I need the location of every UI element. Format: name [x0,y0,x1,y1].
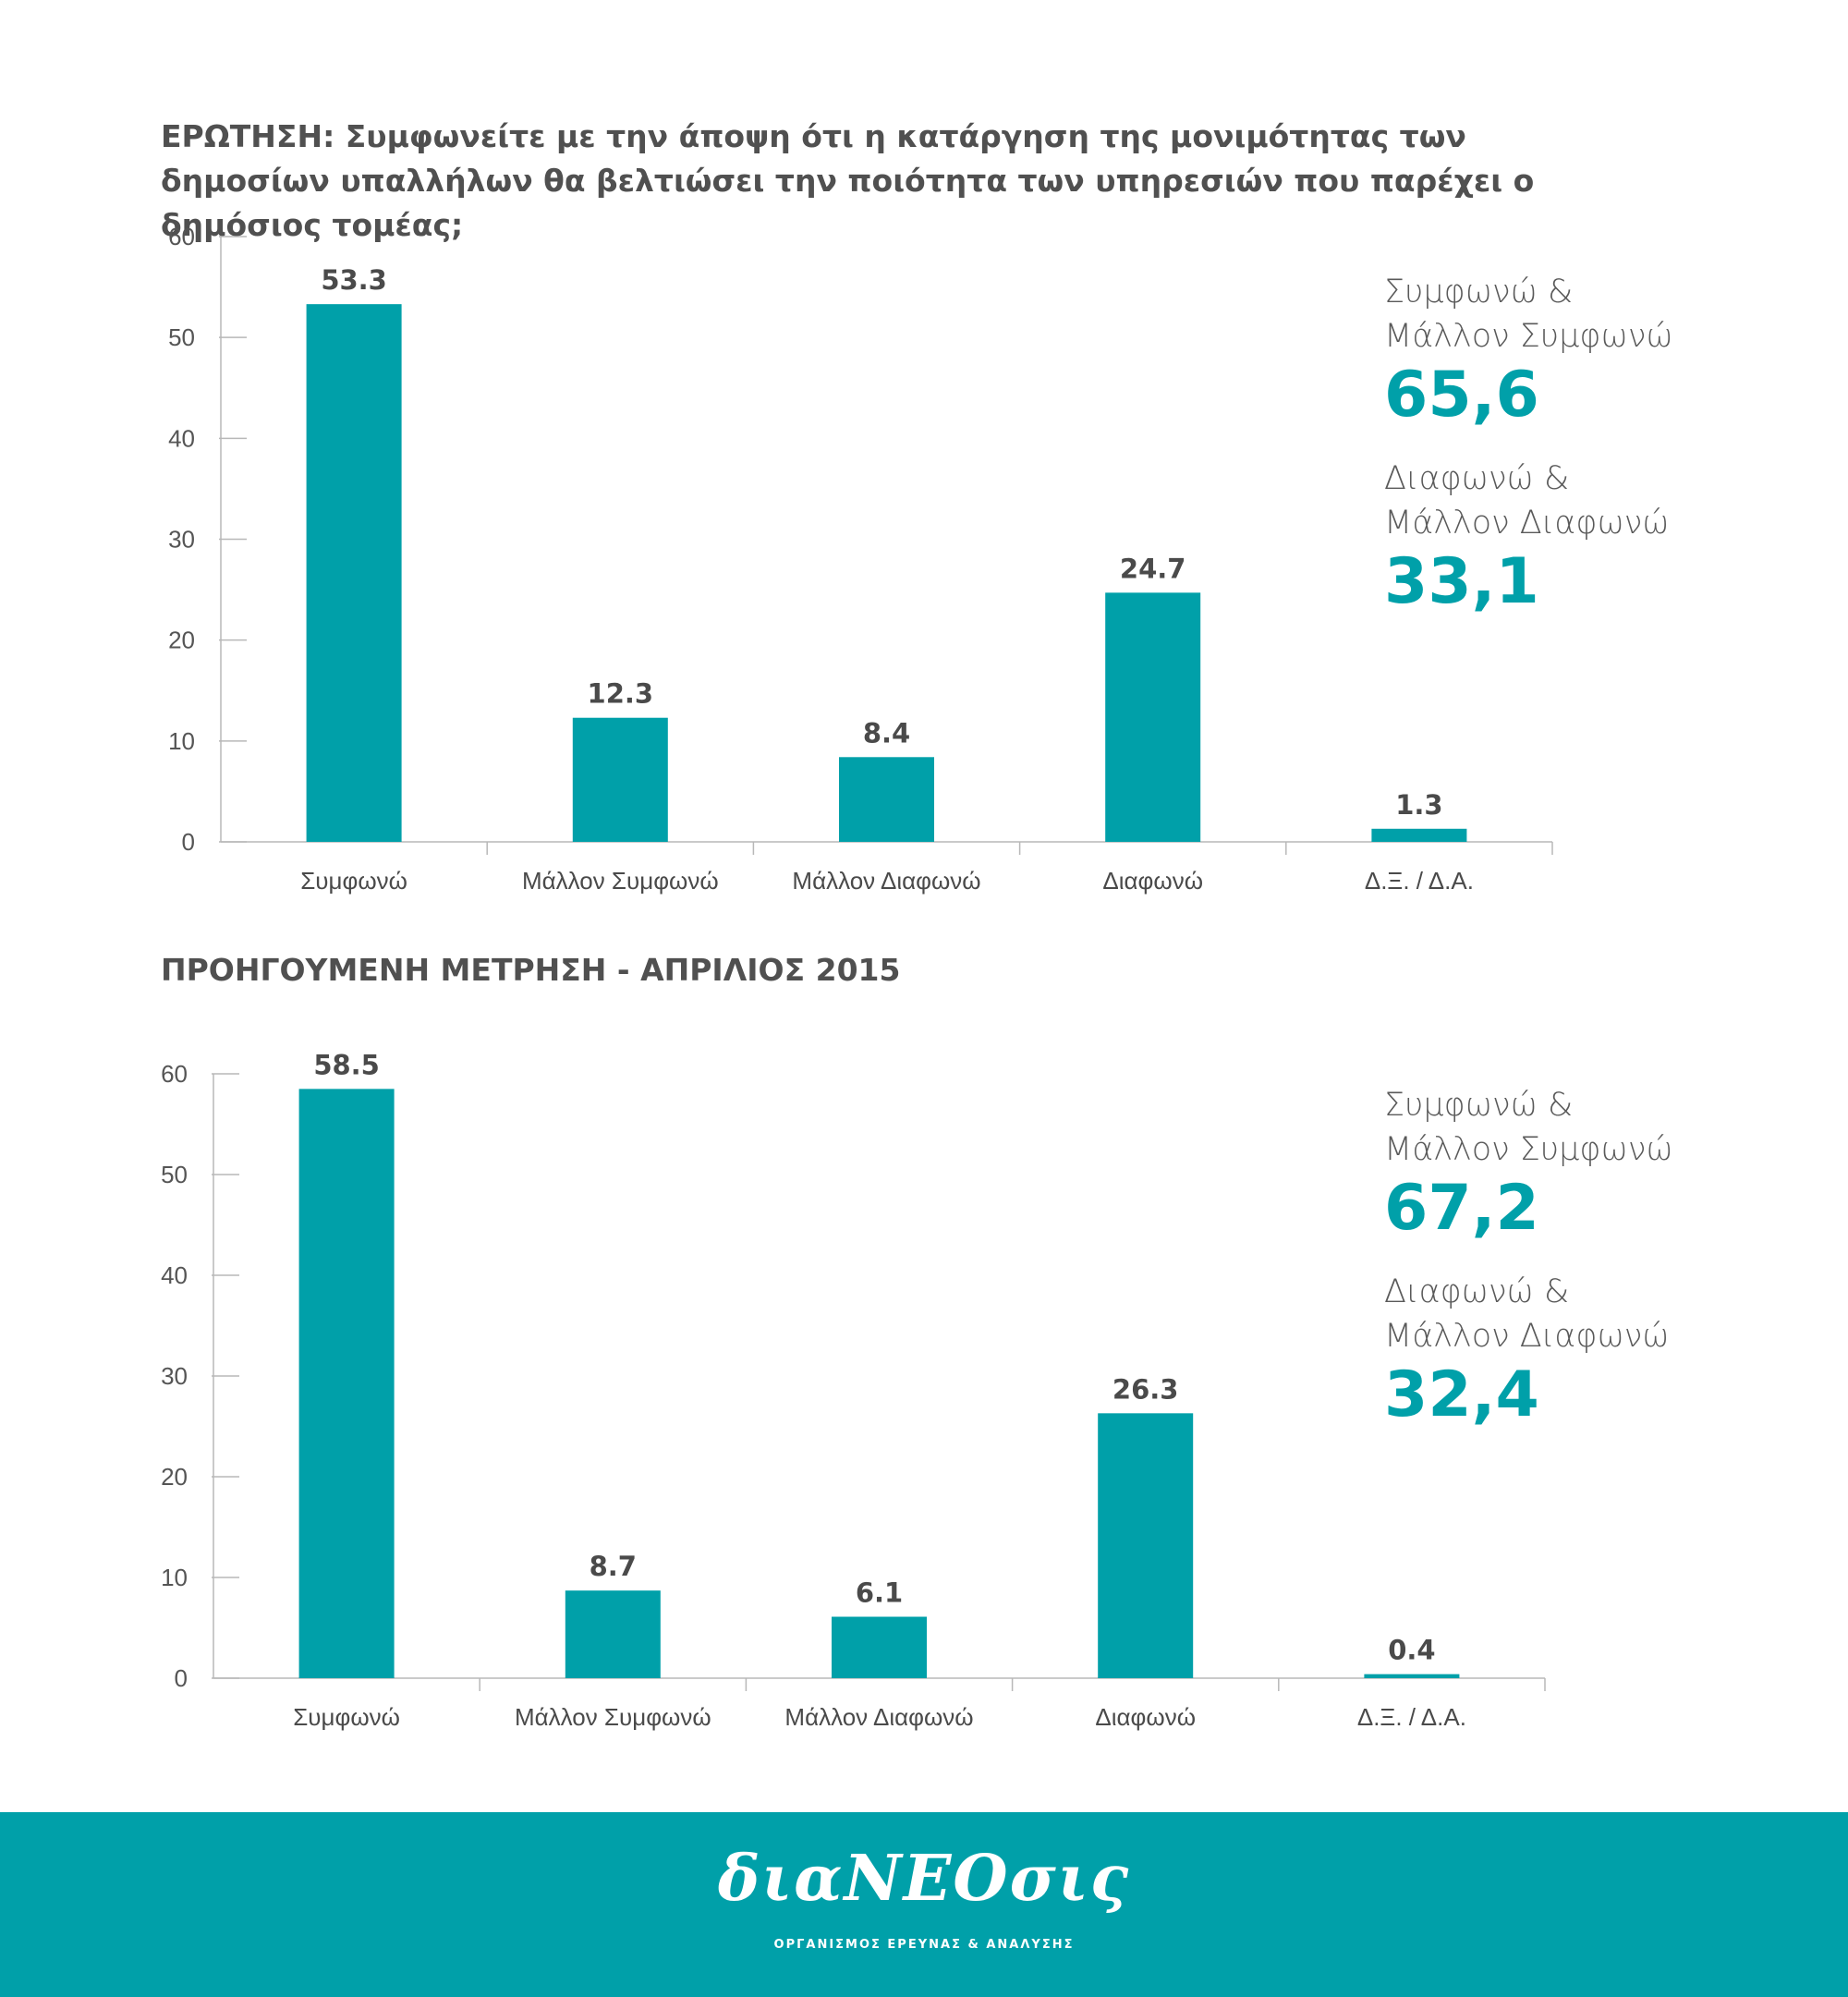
y-tick-label: 30 [168,526,195,554]
bar-2 [565,1590,661,1678]
bar-3 [839,757,934,842]
agree-summary-value: 67,2 [1384,1172,1539,1245]
bar-3 [832,1616,927,1678]
bar-value-label: 0.4 [1388,1635,1435,1666]
bar-value-label: 24.7 [1120,553,1186,584]
bar-value-label: 58.5 [313,1049,380,1080]
disagree-summary-label: Διαφωνώ & Μάλλον Διαφωνώ [1384,460,1670,542]
y-tick-label: 10 [168,727,195,755]
previous-measurement-title: ΠΡΟΗΓΟΥΜΕΝΗ ΜΕΤΡΗΣΗ - ΑΠΡΙΛΙΟΣ 2015 [161,952,901,988]
question-title: ΕΡΩΤΗΣΗ: Συμφωνείτε με την άποψη ότι η κ… [161,118,1535,243]
disagree-summary-value: 33,1 [1384,545,1539,618]
previous-summary: Συμφωνώ & Μάλλον Συμφωνώ 67,2 Διαφωνώ & … [1384,1083,1689,1456]
y-tick-label: 50 [161,1161,188,1188]
x-category-label: Συμφωνώ [293,1703,400,1731]
y-tick-label: 60 [168,223,195,250]
disagree-summary-label: Διαφωνώ & Μάλλον Διαφωνώ [1384,1273,1670,1355]
agree-summary-value: 65,6 [1384,359,1539,432]
y-tick-label: 20 [168,627,195,654]
footer-banner: διαΝΕΟσις ΟΡΓΑΝΙΣΜΟΣ ΕΡΕΥΝΑΣ & ΑΝΑΛΥΣΗΣ [0,1812,1848,1997]
bar-value-label: 26.3 [1112,1373,1179,1405]
bar-2 [572,717,668,842]
x-category-label: Διαφωνώ [1102,867,1203,895]
bar-4 [1098,1413,1194,1678]
bar-value-label: 8.7 [590,1551,637,1582]
bar-value-label: 6.1 [856,1577,903,1609]
y-tick-label: 10 [161,1564,188,1591]
x-category-label: Μάλλον Συμφωνώ [522,867,719,895]
bar-5 [1371,828,1467,842]
current-bar-chart: 0 10 20 30 40 50 60 53.3 Συμφωνώ 12.3 Μάλλον Συμφω… [168,223,1553,895]
previous-bar-chart: 0 10 20 30 40 50 60 58.5 Συμφωνώ 8.7 Μάλλον Συμφων… [161,1049,1546,1731]
x-category-label: Μάλλον Συμφωνώ [515,1703,711,1731]
bar-value-label: 12.3 [588,678,654,710]
bar-value-label: 8.4 [863,717,910,749]
dianeosis-logo: διαΝΕΟσις [717,1842,1131,1916]
bar-5 [1364,1674,1460,1678]
x-category-label: Δ.Ξ. / Δ.Α. [1365,867,1474,895]
bar-value-label: 53.3 [321,264,387,296]
y-tick-label: 40 [161,1261,188,1289]
y-tick-label: 0 [182,828,195,856]
bar-4 [1105,592,1201,842]
bar-value-label: 1.3 [1395,789,1442,821]
x-category-label: Μάλλον Διαφωνώ [784,1703,973,1731]
bar-1 [306,304,402,842]
logo-subtitle: ΟΡΓΑΝΙΣΜΟΣ ΕΡΕΥΝΑΣ & ΑΝΑΛΥΣΗΣ [773,1938,1075,1952]
y-tick-label: 30 [161,1362,188,1390]
x-category-label: Δ.Ξ. / Δ.Α. [1357,1703,1466,1731]
bar-1 [298,1089,395,1678]
x-category-label: Συμφωνώ [300,867,407,895]
agree-summary-label: Συμφωνώ & Μάλλον Συμφωνώ [1384,274,1673,355]
y-tick-label: 50 [168,323,195,351]
y-tick-label: 0 [175,1664,188,1692]
current-summary: Συμφωνώ & Μάλλον Συμφωνώ 65,6 Διαφωνώ & … [1384,270,1689,643]
disagree-summary-value: 32,4 [1384,1358,1539,1431]
agree-summary-label: Συμφωνώ & Μάλλον Συμφωνώ [1384,1087,1673,1168]
x-category-label: Διαφωνώ [1095,1703,1196,1731]
y-tick-label: 20 [161,1463,188,1491]
y-tick-label: 40 [168,424,195,452]
y-tick-label: 60 [161,1060,188,1088]
x-category-label: Μάλλον Διαφωνώ [792,867,980,895]
